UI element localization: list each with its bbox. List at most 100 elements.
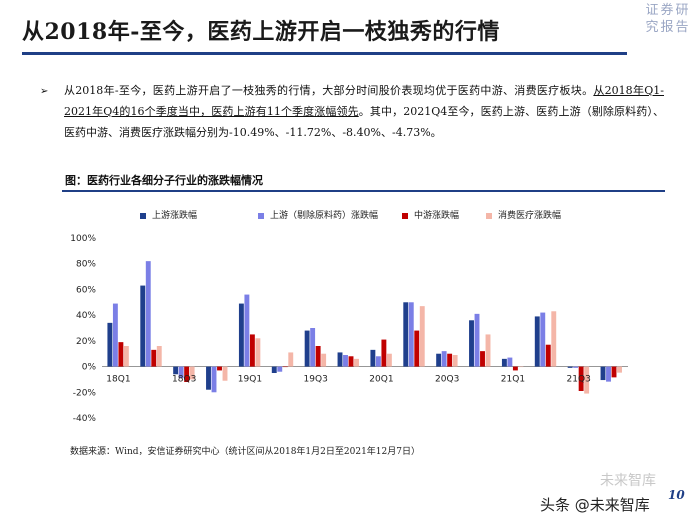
x-tick-label: 21Q1 [501,375,525,385]
bar-19Q3-series-2 [310,328,316,367]
figure-title: 图：医药行业各细分子行业的涨跌幅情况 [65,174,263,187]
x-tick-label: 18Q3 [172,375,196,385]
paragraph-text-rest: 。其中，2021Q4至今，医药上游、医药上游（剔除原料药）、医药中游、消费医疗涨… [64,105,664,139]
bar-18Q1-series-3 [118,342,124,367]
bar-20Q3-series-3 [447,353,453,367]
x-tick-label: 19Q1 [238,375,262,385]
x-tick-label: 18Q1 [106,375,130,385]
y-tick-label: 80% [76,260,96,270]
bar-18Q3-series-4 [189,366,195,380]
bar-19Q1-series-4 [255,338,261,367]
bar-18Q3-series-2 [178,366,184,379]
bar-19Q4-series-4 [354,358,359,367]
bar-18Q2-series-2 [145,261,151,367]
bar-21Q4-series-1 [600,366,606,381]
bar-20Q2-series-4 [419,306,425,367]
x-tick-label: 20Q1 [369,375,393,385]
legend-swatch [486,212,492,219]
brand-tag: 头条 @未来智库 [540,496,650,514]
bar-18Q1-series-1 [107,322,113,367]
bar-21Q4-series-2 [606,366,611,382]
bar-21Q1-series-2 [507,357,513,367]
legend-swatch [140,212,146,219]
legend-label: 消费医疗涨跌幅 [498,211,562,221]
page-title: 从2018年-至今，医药上游开启一枝独秀的行情 [22,19,500,45]
bar-18Q4-series-3 [217,366,222,371]
bar-18Q2-series-3 [151,349,157,367]
bar-19Q4-series-2 [343,355,348,367]
bar-chart: 100% 80% 60% 40% 20% 0% -20% -40% 18Q1 18Q3 19Q1 19… [70,234,628,424]
bar-21Q3-series-4 [584,366,590,394]
bar-21Q3-series-1 [567,366,573,368]
bar-21Q1-series-4 [518,366,524,368]
bar-19Q1-series-1 [238,303,244,367]
bar-18Q1-series-2 [112,303,118,367]
bar-21Q2-series-1 [534,316,540,367]
y-tick-label: -40% [73,414,97,424]
summary-paragraph: 从2018年-至今，医药上游开启了一枝独秀的行情，大部分时间股价表现均优于医药中… [64,80,664,143]
x-tick-label: 20Q3 [435,375,459,385]
bar-20Q1-series-3 [381,339,387,367]
bar-20Q2-series-3 [414,330,420,367]
bar-21Q3-series-3 [578,366,584,391]
logo: 证券研究报告 [645,3,691,35]
bar-20Q1-series-2 [375,356,381,367]
bar-20Q4-series-2 [474,313,480,367]
legend-swatch [258,212,264,219]
bar-18Q1-series-4 [123,346,129,367]
legend-item-upstream: 上游涨跌幅 [140,208,197,221]
bar-19Q4-series-3 [348,356,354,367]
bar-18Q4-series-4 [222,366,228,381]
paragraph-highlight: 从2018年Q1-2021年Q4的16个季度当中，医药上游有11个季度涨幅领先 [64,84,664,118]
bar-20Q1-series-4 [386,353,392,367]
bar-19Q2-series-1 [271,366,277,373]
bar-20Q1-series-1 [370,349,376,367]
legend-item-midstream: 中游涨跌幅 [402,208,459,221]
bar-20Q2-series-2 [408,302,414,367]
y-tick-label: 20% [76,337,96,347]
bar-19Q3-series-4 [321,353,327,367]
y-tick-label: 100% [70,234,96,244]
bar-19Q3-series-3 [315,346,321,367]
x-tick-label: 21Q3 [567,375,591,385]
legend-label: 上游涨跌幅 [152,211,198,221]
data-source-note: 数据来源：Wind，安信证券研究中心（统计区间从2018年1月2日至2021年1… [70,447,420,457]
y-tick-label: 40% [76,311,96,321]
legend-item-consumer-medical: 消费医疗涨跌幅 [486,208,561,221]
bar-21Q4-series-4 [617,366,622,373]
figure-divider [62,190,665,192]
y-tick-label: -20% [73,388,97,398]
bar-19Q2-series-4 [288,352,294,367]
bar-20Q4-series-1 [469,320,474,367]
legend-item-upstream-ex-api: 上游（剔除原料药）涨跌幅 [258,208,378,221]
legend-swatch [402,212,408,219]
legend-label: 中游涨跌幅 [414,211,460,221]
bar-20Q2-series-1 [403,302,409,367]
bar-18Q3-series-3 [184,366,190,382]
bar-18Q2-series-1 [140,285,146,367]
bar-20Q3-series-4 [452,355,458,367]
page-number: 10 [668,488,685,502]
bar-21Q1-series-3 [512,366,518,371]
legend-label: 上游（剔除原料药）涨跌幅 [270,211,379,221]
bar-19Q1-series-3 [249,334,255,367]
bar-21Q3-series-2 [573,366,579,368]
bar-19Q3-series-1 [304,330,310,367]
y-tick-label: 0% [82,363,97,373]
bar-20Q4-series-4 [485,334,491,367]
bar-19Q4-series-1 [337,352,343,367]
bar-21Q2-series-3 [545,344,551,367]
bar-18Q4-series-2 [211,366,217,393]
bar-21Q1-series-1 [501,358,507,367]
bar-19Q2-series-2 [277,366,283,372]
paragraph-text: 从2018年-至今，医药上游开启了一枝独秀的行情，大部分时间股价表现均优于医药中… [64,84,594,97]
title-divider [22,52,627,55]
bar-20Q4-series-3 [480,351,485,367]
bar-18Q4-series-1 [206,366,211,390]
watermark: 未来智库 [600,473,656,489]
x-tick-label: 19Q3 [304,375,328,385]
chart-legend: 上游涨跌幅 上游（剔除原料药）涨跌幅 中游涨跌幅 消费医疗涨跌幅 [140,208,660,222]
bar-20Q3-series-1 [436,353,442,367]
bar-21Q4-series-3 [611,366,617,378]
bar-18Q3-series-1 [173,366,179,375]
